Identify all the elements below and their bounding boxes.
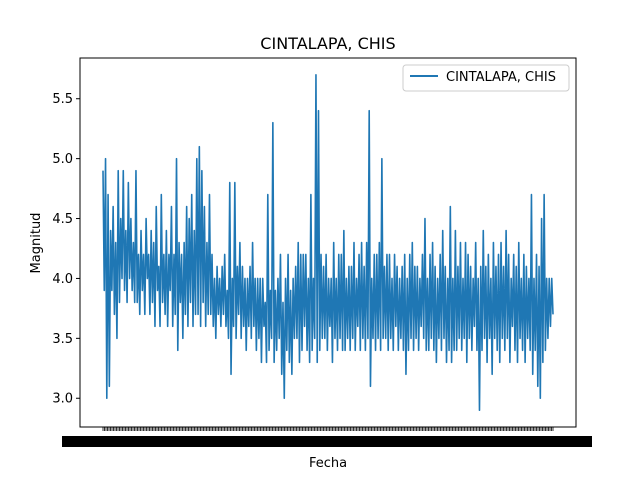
plot-area-frame (79, 57, 577, 428)
y-tick-label: 4.5 (52, 212, 73, 227)
y-axis-label: Magnitud (29, 213, 44, 274)
legend-label: CINTALAPA, CHIS (446, 70, 556, 85)
y-tick-label: 5.5 (52, 92, 73, 107)
y-tick-label: 4.0 (52, 272, 73, 287)
y-tick-label: 5.0 (52, 152, 73, 167)
chart-title: CINTALAPA, CHIS (260, 34, 395, 53)
series-layer (102, 73, 554, 412)
x-tick-labels-overlap (62, 436, 592, 447)
x-tick-marks (102, 427, 554, 431)
legend: CINTALAPA, CHIS (402, 64, 570, 92)
series-line-0 (102, 73, 554, 412)
legend-box (402, 64, 570, 92)
x-axis-ticks (62, 427, 592, 447)
x-axis-label: Fecha (309, 456, 347, 471)
y-axis-ticks: 3.0 3.5 4.0 4.5 5.0 5.5 (52, 92, 80, 407)
y-tick-label: 3.5 (52, 332, 73, 347)
y-tick-label: 3.0 (52, 392, 73, 407)
